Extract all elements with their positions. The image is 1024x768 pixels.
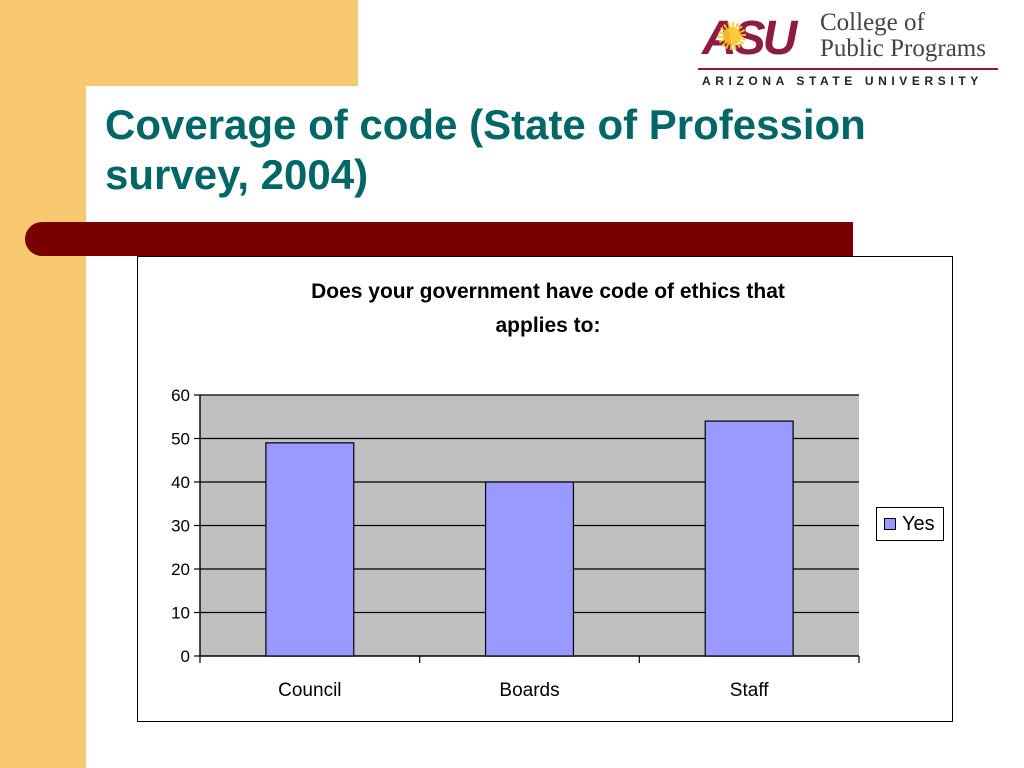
top-decor-band — [0, 0, 358, 86]
title-accent-bar — [25, 222, 853, 256]
college-name-line1: College of — [820, 9, 925, 36]
legend-swatch-yes — [884, 518, 896, 530]
slide-title-line2: survey, 2004) — [105, 151, 369, 198]
bar-chart: 0 10 20 30 40 50 60 Council Boards Staff — [171, 386, 860, 701]
y-tick-label-50: 50 — [171, 430, 190, 449]
chart-title-line2: applies to: — [495, 314, 601, 337]
chart-title-line1: Does your government have code of ethics… — [311, 280, 785, 303]
x-tick-label-staff: Staff — [730, 680, 769, 701]
y-tick-label-60: 60 — [171, 386, 190, 405]
bar-boards — [484, 481, 575, 657]
legend-label-yes: Yes — [902, 512, 935, 535]
chart-legend: Yes — [876, 507, 944, 541]
left-decor-band — [0, 0, 86, 768]
college-name: College of Public Programs — [820, 10, 986, 62]
y-tick-label-40: 40 — [171, 473, 190, 492]
slide-title-line1: Coverage of code (State of Profession — [105, 101, 866, 148]
y-tick-label-10: 10 — [171, 604, 190, 623]
bar-council — [265, 442, 355, 657]
bar-staff — [704, 420, 794, 657]
sun-icon — [718, 22, 746, 50]
logo-divider — [698, 68, 998, 70]
y-tick-label-0: 0 — [181, 647, 190, 666]
y-tick-label-30: 30 — [171, 517, 190, 536]
y-tick-label-20: 20 — [171, 560, 190, 579]
university-name: ARIZONA STATE UNIVERSITY — [702, 74, 983, 88]
asu-logo: ASU College of Public Programs ARIZONA S… — [698, 8, 1002, 92]
x-tick-label-boards: Boards — [499, 680, 559, 701]
chart-title: Does your government have code of ethics… — [138, 275, 958, 343]
asu-logo-mark: ASU — [702, 12, 797, 65]
college-name-line2: Public Programs — [820, 35, 986, 62]
x-tick-label-council: Council — [278, 680, 341, 701]
slide-title: Coverage of code (State of Profession su… — [105, 100, 965, 200]
chart-frame: Does your government have code of ethics… — [137, 256, 953, 722]
